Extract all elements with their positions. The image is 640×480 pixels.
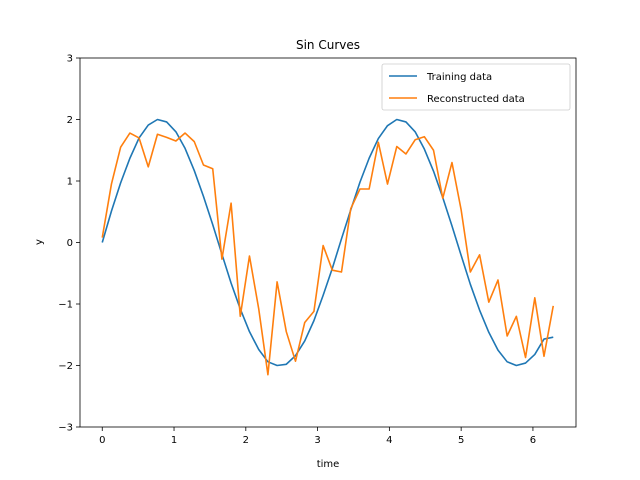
x-tick-label: 3 xyxy=(314,435,320,446)
y-tick-label: 3 xyxy=(67,54,73,65)
y-axis-label: y xyxy=(34,239,45,245)
y-tick-label: −3 xyxy=(58,423,73,434)
x-tick-label: 2 xyxy=(243,435,249,446)
legend: Training data Reconstructed data xyxy=(381,63,571,111)
legend-label-reconstructed: Reconstructed data xyxy=(427,94,525,105)
plot-frame xyxy=(79,57,577,428)
series-line-0 xyxy=(101,118,554,367)
x-tick-label: 6 xyxy=(530,435,536,446)
plot-lines xyxy=(101,118,555,376)
legend-label-training: Training data xyxy=(426,72,492,83)
y-tick-label: 0 xyxy=(67,238,73,249)
y-tick-label: 1 xyxy=(67,177,73,188)
x-tick-label: 4 xyxy=(386,435,392,446)
x-tick-label: 0 xyxy=(99,435,105,446)
legend-frame xyxy=(381,63,571,111)
y-tick-label: −1 xyxy=(58,300,73,311)
chart-title: Sin Curves xyxy=(296,38,360,52)
x-tick-label: 5 xyxy=(458,435,464,446)
x-axis-label: time xyxy=(317,459,340,470)
y-tick-label: −2 xyxy=(58,361,73,372)
x-tick-label: 1 xyxy=(171,435,177,446)
x-axis-ticks: 0 1 2 3 4 5 6 xyxy=(99,427,536,446)
y-axis-ticks: −3 −2 −1 0 1 2 3 xyxy=(58,54,80,434)
series-line-1 xyxy=(101,132,555,376)
y-tick-label: 2 xyxy=(67,115,73,126)
